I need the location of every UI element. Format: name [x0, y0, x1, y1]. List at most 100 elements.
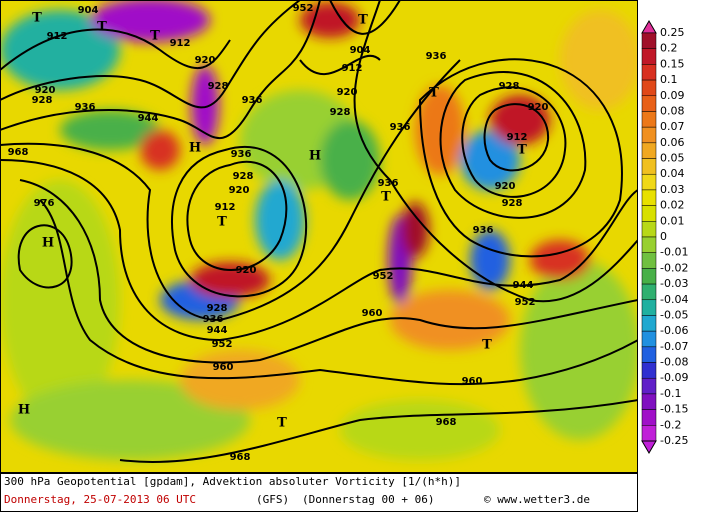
contour-label: 936 [75, 102, 96, 113]
colorbar-box [641, 48, 657, 65]
colorbar-label: -0.08 [660, 356, 688, 369]
pressure-center: T [277, 416, 287, 431]
colorbar-label: 0.2 [660, 42, 678, 55]
colorbar-box [641, 315, 657, 332]
caption-date: Donnerstag, 25-07-2013 06 UTC [4, 493, 196, 506]
contour-label: 936 [378, 178, 399, 189]
colorbar-box [641, 142, 657, 159]
colorbar-box [641, 346, 657, 363]
contour-label: 968 [436, 417, 457, 428]
colorbar-label: 0.1 [660, 73, 678, 86]
contour-label: 920 [35, 85, 56, 96]
pressure-center: H [309, 149, 321, 164]
contour-label: 936 [473, 225, 494, 236]
contour-label: 912 [342, 63, 363, 74]
contour-label: 920 [528, 102, 549, 113]
contour-label: 928 [32, 95, 53, 106]
contour-label: 968 [230, 452, 251, 463]
colorbar-label: 0.04 [660, 167, 685, 180]
contour-label: 944 [138, 113, 159, 124]
contour-label: 952 [515, 297, 536, 308]
contour-label: 928 [208, 81, 229, 92]
colorbar-box [641, 158, 657, 175]
contour-label: 968 [8, 147, 29, 158]
contour-labels: 9129129049209289449369289369209049129209… [8, 3, 549, 463]
contour-label: 912 [170, 38, 191, 49]
pressure-center: T [32, 11, 42, 26]
colorbar-label: 0.09 [660, 89, 685, 102]
colorbar-box [641, 236, 657, 253]
contour-label: 936 [242, 95, 263, 106]
colorbar-box [641, 252, 657, 269]
caption-title: 300 hPa Geopotential [gpdam], Advektion … [4, 475, 461, 488]
geopotential-contours [0, 0, 638, 463]
colorbar-box [641, 299, 657, 316]
contour-label: 944 [207, 325, 228, 336]
contour-label: 936 [203, 314, 224, 325]
contour-label: 952 [373, 271, 394, 282]
pressure-center: H [42, 236, 54, 251]
colorbar-box [641, 126, 657, 144]
colorbar-label: 0.02 [660, 199, 685, 212]
contour-label: 920 [229, 185, 250, 196]
contour-label: 904 [350, 45, 371, 56]
caption-credit: © www.wetter3.de [484, 493, 590, 506]
contour-label: 904 [78, 5, 99, 16]
contour-label: 952 [293, 3, 314, 14]
caption-model: (GFS) [256, 493, 289, 506]
pressure-center: T [97, 20, 107, 35]
caption-box [0, 473, 638, 512]
colorbar-box [641, 95, 657, 112]
colorbar-box [641, 330, 657, 348]
contour-label: 952 [212, 339, 233, 350]
colorbar-box [641, 32, 657, 49]
pressure-center: H [18, 403, 30, 418]
colorbar: 0.25 0.2 0.15 0.1 0.09 0.08 0.07 0.06 0.05 0.04 0.… [641, 20, 688, 454]
contour-label: 928 [330, 107, 351, 118]
colorbar-label: -0.06 [660, 324, 688, 337]
contour-label: 928 [207, 303, 228, 314]
contour-label: 960 [213, 362, 234, 373]
colorbar-box [641, 362, 657, 379]
colorbar-label: -0.2 [660, 418, 681, 431]
pressure-center: T [217, 215, 227, 230]
pressure-center: H [189, 141, 201, 156]
colorbar-label: -0.01 [660, 246, 688, 259]
contour-label: 920 [337, 87, 358, 98]
colorbar-box [641, 221, 657, 238]
contour-label: 960 [462, 376, 483, 387]
contour-label: 920 [236, 265, 257, 276]
colorbar-box [641, 189, 657, 206]
pressure-center: T [482, 338, 492, 353]
colorbar-arrow-top [641, 20, 657, 34]
contour-label: 944 [513, 280, 534, 291]
map-frame [0, 0, 638, 473]
colorbar-label: 0.08 [660, 104, 685, 117]
contour-label: 920 [495, 181, 516, 192]
colorbar-box [641, 79, 657, 97]
contour-label: 936 [426, 51, 447, 62]
colorbar-label: -0.1 [660, 387, 681, 400]
colorbar-label: 0.07 [660, 120, 685, 133]
contour-label: 936 [390, 122, 411, 133]
contour-label: 928 [233, 171, 254, 182]
colorbar-label: -0.04 [660, 293, 688, 306]
colorbar-box [641, 173, 657, 191]
contour-label: 912 [215, 202, 236, 213]
colorbar-label: -0.05 [660, 308, 688, 321]
contour-label: 912 [47, 31, 68, 42]
colorbar-label: -0.25 [660, 434, 688, 447]
colorbar-box [641, 409, 657, 426]
contour-label: 960 [362, 308, 383, 319]
pressure-center: T [381, 190, 391, 205]
vorticity-field: 9129129049209289449369289369209049129209… [0, 0, 638, 473]
pressure-center: T [150, 29, 160, 44]
colorbar-box [641, 425, 657, 442]
contour-label: 928 [502, 198, 523, 209]
colorbar-arrow-bottom [641, 440, 657, 454]
colorbar-label: 0.03 [660, 183, 685, 196]
colorbar-label: 0 [660, 230, 667, 243]
contour-label: 976 [34, 198, 55, 209]
colorbar-label: -0.02 [660, 261, 688, 274]
